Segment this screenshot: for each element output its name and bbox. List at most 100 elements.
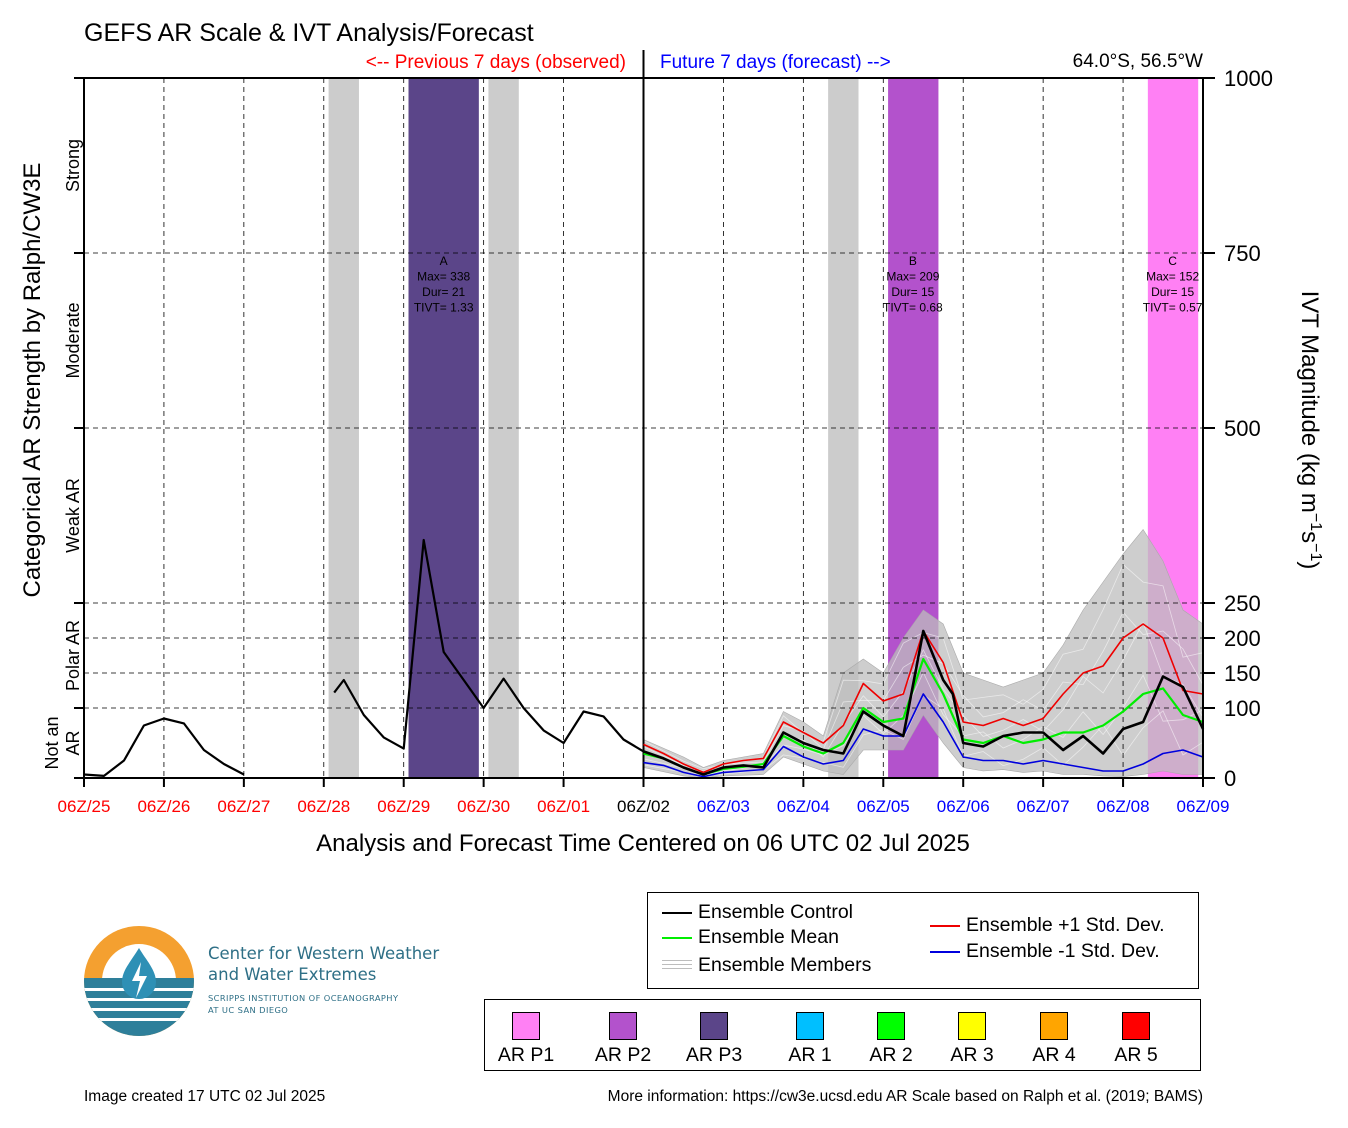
ar-scale-item: AR P2 xyxy=(583,1012,663,1067)
legend-mean-label: Ensemble Mean xyxy=(698,926,839,948)
x-tick-label: 06Z/05 xyxy=(857,797,910,816)
legend-mean: Ensemble Mean xyxy=(662,926,839,949)
ar-label: AR P2 xyxy=(594,1044,652,1066)
event-annotation-text: Dur= 15 xyxy=(1151,285,1194,299)
legend-plus-sd: Ensemble +1 Std. Dev. xyxy=(930,914,1165,937)
y-tick-label: 150 xyxy=(1224,661,1261,686)
line-legend: Ensemble Control Ensemble Mean Ensemble … xyxy=(647,892,1199,989)
y-tick-label: 100 xyxy=(1224,696,1261,721)
x-tick-label: 06Z/01 xyxy=(537,797,590,816)
ar-swatch xyxy=(609,1012,637,1040)
event-annotation-text: Max= 338 xyxy=(417,270,470,284)
ar-scale-legend: AR P1 AR P2 AR P3 AR 1 AR 2 AR 3 AR 4 AR… xyxy=(484,999,1201,1071)
y-tick-label: 250 xyxy=(1224,591,1261,616)
ensemble-member-line xyxy=(643,694,1204,776)
logo-line1: Center for Western Weather xyxy=(208,944,440,963)
ar-scale-item: AR 5 xyxy=(1096,1012,1176,1067)
x-tick-label: 06Z/28 xyxy=(297,797,350,816)
legend-control-swatch xyxy=(662,911,692,914)
y-tick-label: 0 xyxy=(1224,766,1236,791)
event-annotation-text: Max= 152 xyxy=(1146,270,1199,284)
x-tick-label: 06Z/02 xyxy=(617,797,670,816)
observed-ivt-line xyxy=(333,538,645,753)
y-tick-label: 500 xyxy=(1224,416,1261,441)
legend-minus-sd: Ensemble -1 Std. Dev. xyxy=(930,940,1160,963)
x-tick-label: 06Z/26 xyxy=(137,797,190,816)
right-axis-label-part: IVT Magnitude (kg m xyxy=(1296,291,1323,513)
category-label: Moderate xyxy=(63,302,83,378)
category-label: Not an xyxy=(42,716,62,769)
event-annotation-text: TIVT= 0.57 xyxy=(1143,301,1203,315)
x-tick-label: 06Z/09 xyxy=(1177,797,1230,816)
legend-mean-swatch xyxy=(662,936,692,939)
ar-swatch xyxy=(512,1012,540,1040)
previous-period-label: <-- Previous 7 days (observed) xyxy=(366,52,626,73)
y-tick-label: 750 xyxy=(1224,241,1261,266)
ar-label: AR 3 xyxy=(950,1044,994,1066)
x-tick-label: 06Z/25 xyxy=(58,797,111,816)
observed-ivt-line xyxy=(83,717,245,778)
event-annotation-text: TIVT= 1.33 xyxy=(414,301,474,315)
ar-period-shade xyxy=(328,78,359,778)
x-tick-label: 06Z/04 xyxy=(777,797,830,816)
legend-minus-sd-label: Ensemble -1 Std. Dev. xyxy=(966,940,1160,962)
location-label: 64.0°S, 56.5°W xyxy=(1073,51,1203,72)
right-axis-label-part: ) xyxy=(1296,561,1323,569)
category-label: Weak AR xyxy=(63,478,83,553)
y-tick-label: 200 xyxy=(1224,626,1261,651)
category-label: AR xyxy=(63,730,83,755)
ar-label: AR 4 xyxy=(1032,1044,1076,1066)
cw3e-emblem-icon xyxy=(84,926,194,1036)
event-annotation-text: C xyxy=(1168,254,1177,268)
x-tick-label: 06Z/08 xyxy=(1097,797,1150,816)
event-annotation-text: TIVT= 0.68 xyxy=(883,301,943,315)
ar-label: AR 1 xyxy=(788,1044,832,1066)
category-label: Strong xyxy=(63,139,83,192)
ar-swatch xyxy=(796,1012,824,1040)
ar-scale-item: AR P1 xyxy=(486,1012,566,1067)
future-period-label: Future 7 days (forecast) --> xyxy=(660,52,891,73)
x-tick-label: 06Z/07 xyxy=(1017,797,1070,816)
right-axis-label-superscript: −1 xyxy=(1307,543,1324,561)
legend-members-swatch xyxy=(662,959,692,972)
series-control-line xyxy=(643,629,1205,776)
chart-title: GEFS AR Scale & IVT Analysis/Forecast xyxy=(84,19,534,47)
footer-info: More information: https://cw3e.ucsd.edu … xyxy=(607,1088,1203,1105)
ar-swatch xyxy=(877,1012,905,1040)
event-annotation-text: Dur= 21 xyxy=(422,285,465,299)
x-tick-label: 06Z/06 xyxy=(937,797,990,816)
legend-members: Ensemble Members xyxy=(662,954,871,977)
series-mean-line xyxy=(643,657,1204,776)
ar-scale-item: AR P3 xyxy=(674,1012,754,1067)
event-annotation-text: Dur= 15 xyxy=(891,285,934,299)
ar-scale-item: AR 2 xyxy=(851,1012,931,1067)
event-annotation-text: B xyxy=(909,254,917,268)
ar-swatch xyxy=(1122,1012,1150,1040)
footer-created: Image created 17 UTC 02 Jul 2025 xyxy=(84,1088,326,1105)
x-axis-label: Analysis and Forecast Time Centered on 0… xyxy=(316,830,970,857)
ar-swatch xyxy=(958,1012,986,1040)
ar-label: AR 5 xyxy=(1114,1044,1158,1066)
series-minus-sd-line xyxy=(643,693,1204,778)
legend-plus-sd-label: Ensemble +1 Std. Dev. xyxy=(966,914,1165,936)
y-tick-label: 1000 xyxy=(1224,66,1273,91)
logo-sub2: AT UC SAN DIEGO xyxy=(208,1005,289,1015)
x-tick-label: 06Z/03 xyxy=(697,797,750,816)
legend-minus-sd-swatch xyxy=(930,950,960,953)
ar-swatch xyxy=(700,1012,728,1040)
ar-scale-item: AR 4 xyxy=(1014,1012,1094,1067)
x-tick-label: 06Z/27 xyxy=(217,797,270,816)
x-tick-label: 06Z/29 xyxy=(377,797,430,816)
right-axis-label: IVT Magnitude (kg m−1s−1) xyxy=(1296,291,1324,570)
right-axis-label-superscript: −1 xyxy=(1307,513,1324,531)
right-axis-label-part: s xyxy=(1296,531,1323,543)
logo-line2: and Water Extremes xyxy=(208,965,377,984)
event-annotation-text: A xyxy=(440,254,448,268)
legend-control-label: Ensemble Control xyxy=(698,901,853,923)
ivt-chart: GEFS AR Scale & IVT Analysis/Forecast <--… xyxy=(19,19,1324,857)
ar-label: AR P1 xyxy=(497,1044,555,1066)
event-annotation-text: Max= 209 xyxy=(886,270,939,284)
ar-scale-item: AR 1 xyxy=(770,1012,850,1067)
legend-control: Ensemble Control xyxy=(662,901,853,924)
category-label: Polar AR xyxy=(63,620,83,691)
